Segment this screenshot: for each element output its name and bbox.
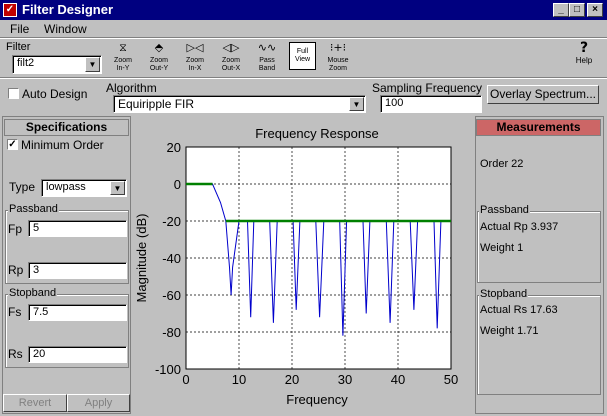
weight-stopband-value: Weight 1.71	[480, 325, 539, 337]
order-value: Order 22	[480, 158, 524, 170]
menu-file[interactable]: File	[10, 22, 30, 36]
x-tick-labels: 0 10 20 30 40 50	[182, 372, 458, 387]
data-lines	[186, 182, 451, 336]
x-tick-label: 30	[338, 372, 352, 387]
title-bar: ✓ Filter Designer _ □ ×	[0, 0, 607, 20]
chevron-down-icon: ▼	[110, 181, 125, 195]
passband-measurements-group	[477, 211, 601, 283]
x-tick-label: 0	[182, 372, 189, 387]
type-select[interactable]: lowpass ▼	[41, 179, 127, 197]
zoom-in-y-button[interactable]: ⧖ Zoom In-Y	[106, 39, 140, 75]
menu-window[interactable]: Window	[44, 22, 87, 36]
actual-rp-value: Actual Rp 3.937	[480, 221, 559, 233]
menu-bar: File Window	[0, 20, 607, 37]
sampling-frequency-label: Sampling Frequency	[372, 81, 483, 95]
x-axis-label: Frequency	[286, 392, 348, 407]
zoom-in-x-icon: ▷◁	[186, 41, 204, 54]
x-tick-label: 10	[232, 372, 246, 387]
rs-label: Rs	[8, 347, 23, 361]
full-view-button[interactable]: Full View	[289, 42, 316, 70]
algorithm-label: Algorithm	[106, 81, 157, 95]
actual-rs-value: Actual Rs 17.63	[480, 304, 558, 316]
fs-input[interactable]: 7.5	[28, 304, 127, 321]
chart-panel: Frequency Response 20 0 -20 -40 -60 -80 -100 0…	[133, 116, 473, 414]
auto-design-label: Auto Design	[22, 87, 88, 101]
measurements-header: Measurements	[476, 119, 601, 136]
chevron-down-icon: ▼	[349, 97, 364, 111]
help-icon: ?	[579, 40, 589, 56]
menu-separator	[0, 37, 607, 39]
measurements-panel	[475, 116, 604, 414]
overlay-spectrum-button[interactable]: Overlay Spectrum...	[487, 85, 599, 104]
toolbar-separator	[0, 77, 607, 79]
passband-label: Passband	[8, 203, 59, 215]
help-button[interactable]: ? Help	[567, 39, 601, 75]
y-tick-label: -60	[162, 288, 181, 303]
zoom-out-x-icon: ◁▷	[222, 41, 240, 54]
specifications-header: Specifications	[4, 119, 129, 136]
window-title: Filter Designer	[22, 2, 114, 17]
y-tick-label: -40	[162, 251, 181, 266]
sampling-frequency-input[interactable]: 100	[380, 95, 482, 113]
type-label: Type	[9, 180, 36, 194]
passband-measurements-label: Passband	[479, 204, 530, 216]
zoom-out-y-icon: ⬘	[154, 41, 164, 54]
rp-input[interactable]: 3	[28, 262, 127, 279]
close-button[interactable]: ×	[587, 3, 603, 17]
stopband-measurements-label: Stopband	[479, 288, 529, 300]
chevron-down-icon: ▼	[85, 57, 100, 72]
algorithm-select[interactable]: Equiripple FIR ▼	[113, 95, 366, 113]
chart-title: Frequency Response	[255, 126, 379, 141]
zoom-in-y-icon: ⧖	[119, 41, 127, 54]
apply-button[interactable]: Apply	[67, 394, 130, 412]
rp-label: Rp	[8, 263, 24, 277]
maximize-button[interactable]: □	[569, 3, 585, 17]
minimum-order-checkbox[interactable]: ✓	[7, 139, 18, 150]
passband-icon: ∿∿	[257, 41, 277, 54]
frequency-response-chart: Frequency Response 20 0 -20 -40 -60 -80 -100 0…	[134, 126, 458, 407]
y-tick-label: -80	[162, 325, 181, 340]
revert-button[interactable]: Revert	[3, 394, 67, 412]
y-axis-label: Magnitude (dB)	[134, 214, 149, 303]
zoom-out-x-button[interactable]: ◁▷ Zoom Out-X	[214, 39, 248, 75]
y-tick-label: 0	[174, 177, 181, 192]
x-tick-label: 50	[444, 372, 458, 387]
x-tick-label: 20	[285, 372, 299, 387]
auto-design-checkbox[interactable]	[8, 88, 19, 99]
stopband-group	[5, 294, 129, 368]
stopband-measurements-group	[477, 295, 601, 395]
y-tick-label: -20	[162, 214, 181, 229]
minimize-button[interactable]: _	[553, 3, 569, 17]
x-tick-label: 40	[391, 372, 405, 387]
stopband-label: Stopband	[8, 287, 58, 299]
zoom-out-y-button[interactable]: ⬘ Zoom Out-Y	[142, 39, 176, 75]
fp-input[interactable]: 5	[28, 220, 127, 237]
y-tick-label: -100	[155, 362, 181, 377]
zoom-in-x-button[interactable]: ▷◁ Zoom In-X	[178, 39, 212, 75]
filter-select[interactable]: filt2 ▼	[12, 55, 102, 74]
mouse-zoom-button[interactable]: ⁝+⁝ Mouse Zoom	[321, 39, 355, 75]
filter-label: Filter	[6, 41, 31, 53]
app-icon: ✓	[3, 3, 17, 17]
weight-passband-value: Weight 1	[480, 242, 524, 254]
fp-label: Fp	[8, 222, 23, 236]
mouse-zoom-icon: ⁝+⁝	[329, 41, 347, 54]
y-tick-labels: 20 0 -20 -40 -60 -80 -100	[155, 140, 181, 377]
minimum-order-label: Minimum Order	[21, 138, 104, 152]
rs-input[interactable]: 20	[28, 346, 127, 363]
passband-group	[5, 210, 129, 284]
fs-label: Fs	[8, 305, 22, 319]
y-tick-label: 20	[167, 140, 181, 155]
passband-button[interactable]: ∿∿ Pass Band	[250, 39, 284, 75]
